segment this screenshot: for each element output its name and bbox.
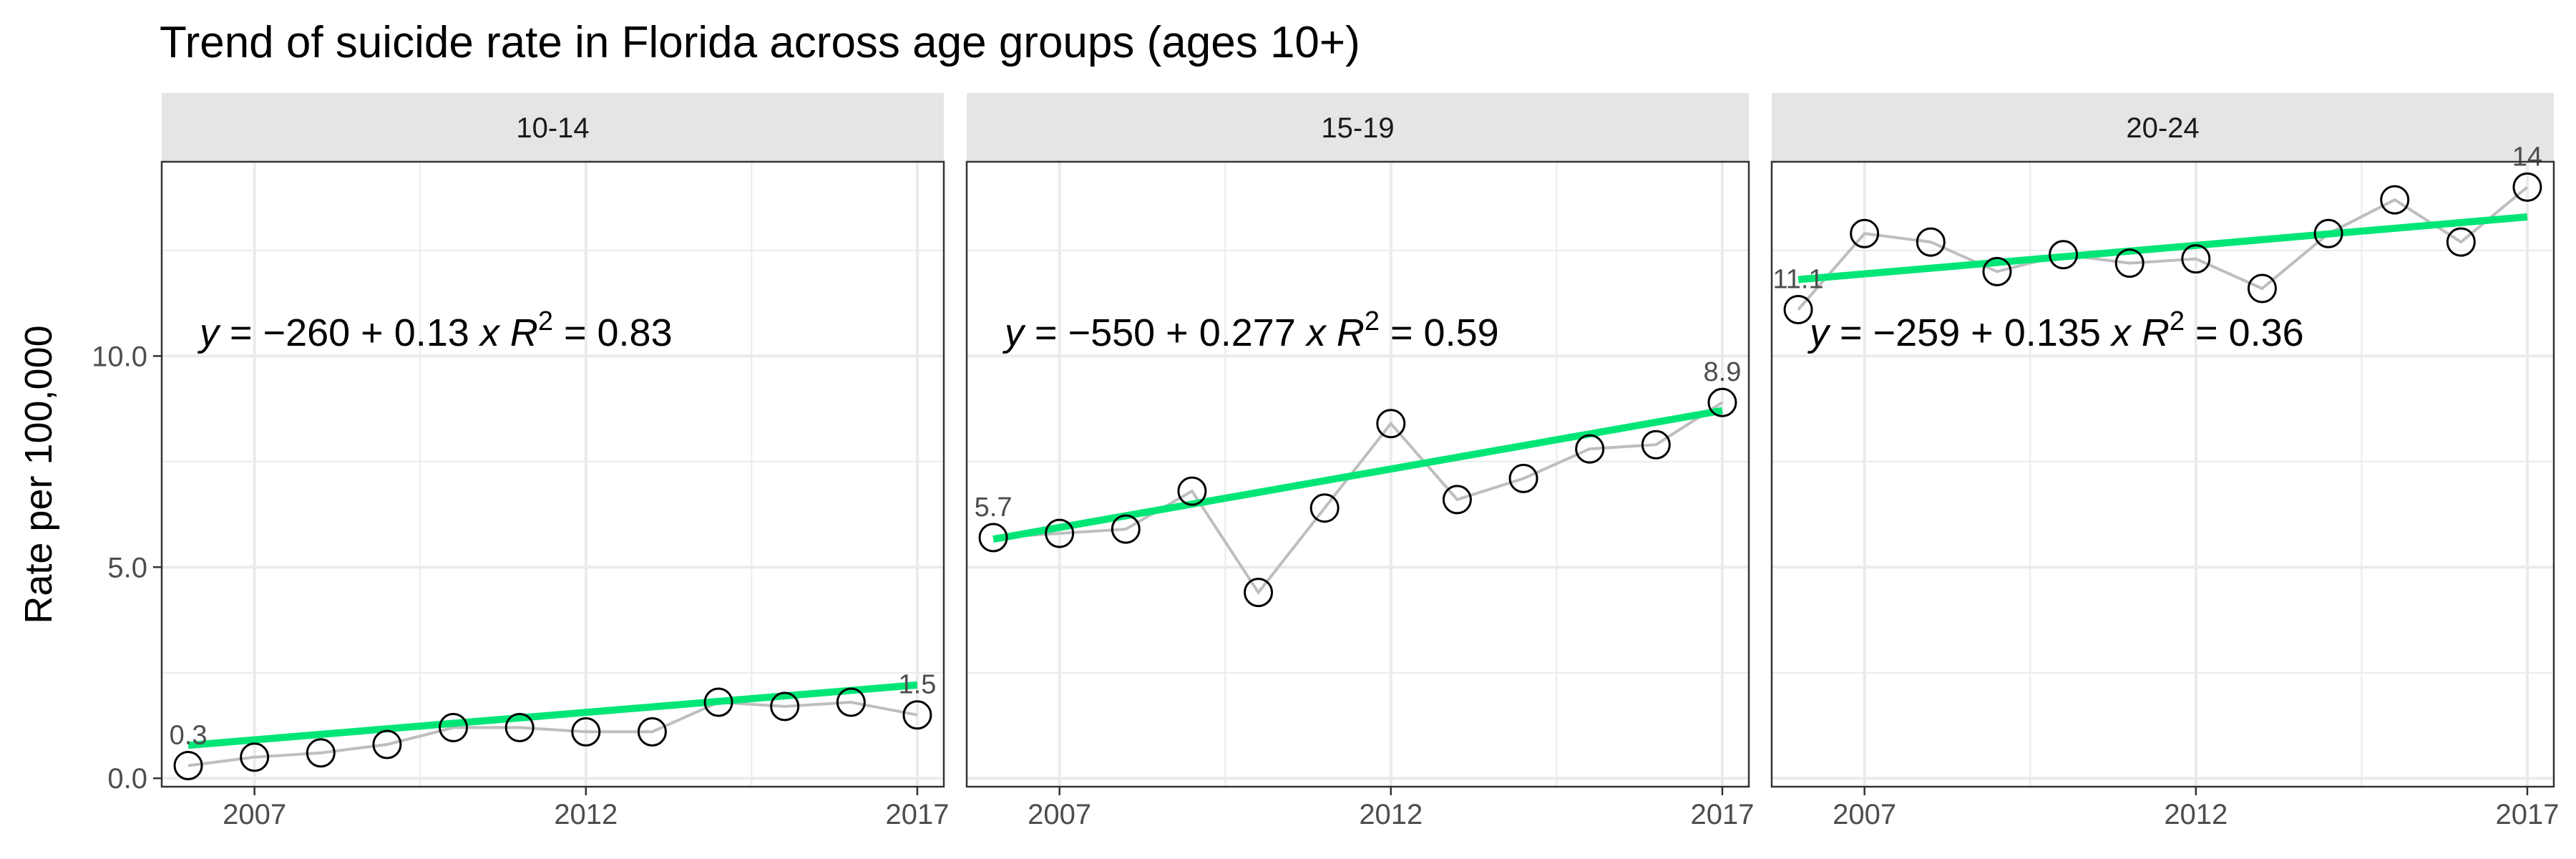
data-point <box>439 712 469 742</box>
panel-background <box>1772 162 2554 787</box>
data-label-last: 1.5 <box>899 670 937 700</box>
data-point <box>1916 227 1946 257</box>
data-point <box>2446 227 2476 257</box>
x-tick-label: 2012 <box>554 799 618 830</box>
y-axis: 0.0 5.0 10.0 <box>92 341 162 795</box>
data-point <box>1045 518 1075 548</box>
data-point <box>1309 493 1340 523</box>
panel-border <box>965 160 1750 788</box>
data-label-last: 14 <box>2512 142 2542 172</box>
facet-strip <box>967 93 1749 161</box>
data-point <box>2380 185 2410 215</box>
data-label-first: 5.7 <box>975 492 1013 523</box>
data-point <box>2114 248 2145 278</box>
facet-strip <box>1772 93 2554 161</box>
data-point <box>1442 485 1472 515</box>
data-point <box>1850 218 1880 248</box>
regression-equation: y = −260 + 0.13 x R2 = 0.83 <box>197 306 673 354</box>
x-tick-label: 2017 <box>1690 799 1754 830</box>
regression-line <box>1797 213 2528 283</box>
x-tick-label: 2007 <box>223 799 286 830</box>
data-point <box>637 717 667 747</box>
data-label-last: 8.9 <box>1704 357 1742 387</box>
panels: 10-14 0.3 1.5 y = −260 + 0.13 x R2 = 0.83 20… <box>92 93 2559 830</box>
y-tick-label: 5.0 <box>107 552 147 583</box>
data-point <box>2313 218 2343 248</box>
x-tick-label: 2017 <box>885 799 949 830</box>
data-point <box>1982 256 2012 286</box>
data-point <box>504 712 535 742</box>
data-point <box>2049 240 2079 270</box>
data-point <box>1177 476 1207 506</box>
data-point <box>2181 244 2211 274</box>
data-point <box>1244 578 1274 608</box>
data-point <box>703 687 733 717</box>
data-point <box>1111 514 1141 544</box>
x-tick-label: 2017 <box>2495 799 2559 830</box>
panel-border <box>1770 160 2555 788</box>
data-point <box>240 742 270 772</box>
regression-equation: y = −259 + 0.135 x R2 = 0.36 <box>1807 306 2304 354</box>
data-point <box>372 729 402 759</box>
facet-panel-20-24: 20-24 11.1 14 y = −259 + 0.135 x R2 = 0.36 2… <box>1770 93 2559 830</box>
y-tick-label: 10.0 <box>92 341 147 372</box>
y-tick-label: 0.0 <box>107 763 147 795</box>
chart-title: Trend of suicide rate in Florida across … <box>160 18 1360 67</box>
data-point <box>978 523 1008 553</box>
data-point <box>902 700 932 730</box>
data-point <box>770 691 800 722</box>
regression-equation: y = −550 + 0.277 x R2 = 0.59 <box>1002 306 1499 354</box>
series-line <box>992 401 1723 596</box>
facet-strip <box>162 93 944 161</box>
data-point <box>1575 434 1605 464</box>
data-point <box>173 751 203 781</box>
data-point <box>1376 409 1406 439</box>
data-point <box>836 687 866 717</box>
data-label-first: 11.1 <box>1772 264 1823 294</box>
facet-strip-label: 20-24 <box>2126 112 2199 144</box>
data-point <box>306 738 336 768</box>
x-tick-label: 2007 <box>1833 799 1896 830</box>
x-tick-label: 2007 <box>1028 799 1091 830</box>
data-point <box>1707 387 1737 417</box>
x-tick-label: 2012 <box>1359 799 1423 830</box>
panel-border <box>160 160 945 788</box>
data-label-first: 0.3 <box>170 721 208 751</box>
facet-strip-label: 15-19 <box>1321 112 1394 144</box>
data-point <box>2247 273 2277 304</box>
x-tick-label: 2012 <box>2164 799 2228 830</box>
facet-strip-label: 10-14 <box>516 112 589 144</box>
data-point <box>1641 430 1671 460</box>
data-point <box>571 717 601 747</box>
data-point <box>1783 294 1813 324</box>
panel-background <box>162 162 944 787</box>
data-point <box>1508 463 1538 493</box>
data-point <box>2512 172 2542 202</box>
facet-panel-15-19: 15-19 5.7 8.9 y = −550 + 0.277 x R2 = 0.59 2… <box>965 93 1754 830</box>
facet-panel-10-14: 10-14 0.3 1.5 y = −260 + 0.13 x R2 = 0.83 20… <box>160 93 949 830</box>
regression-line <box>992 407 1723 543</box>
regression-line <box>187 681 918 749</box>
series-line <box>187 700 918 767</box>
y-axis-label: Rate per 100,000 <box>17 325 60 623</box>
